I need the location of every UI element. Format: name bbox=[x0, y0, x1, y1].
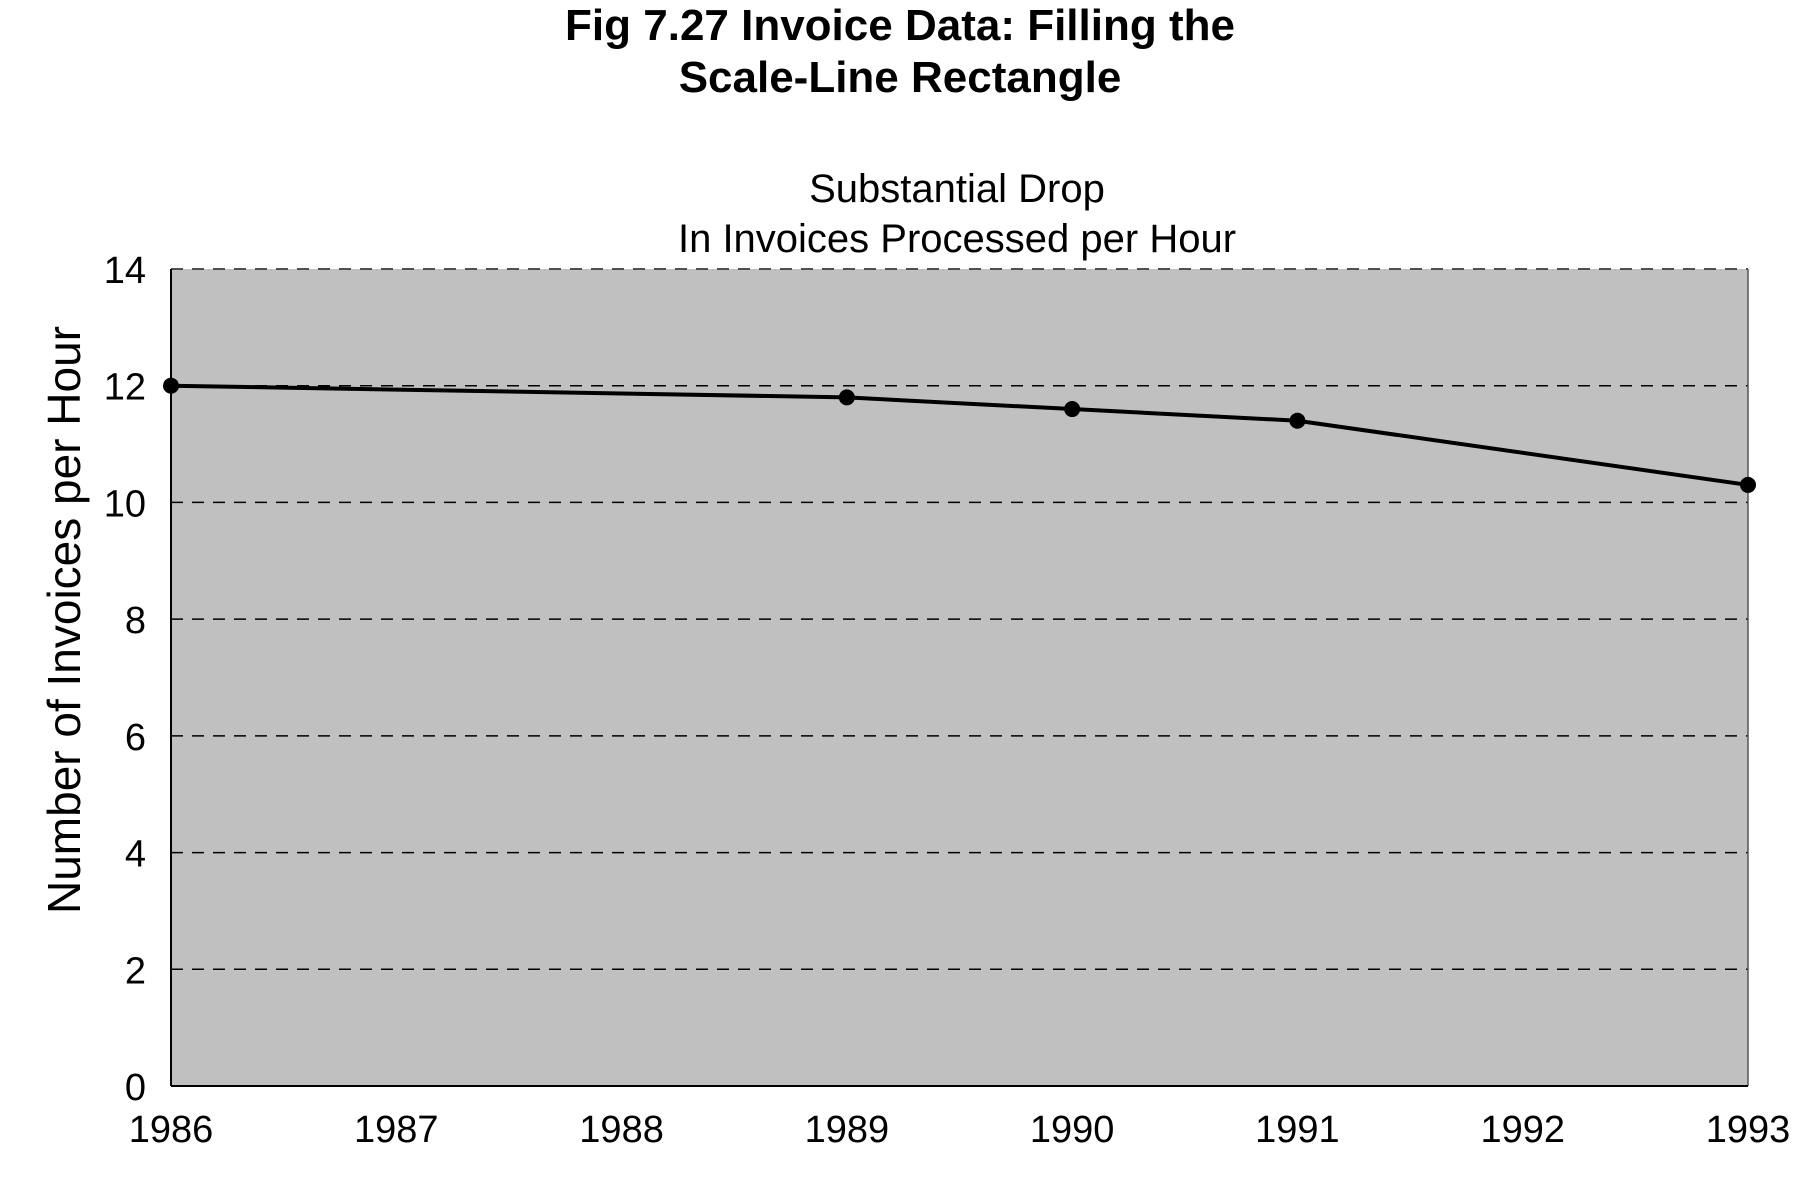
data-point-1990 bbox=[1064, 401, 1081, 418]
figure-title: Fig 7.27 Invoice Data: Filling the Scale… bbox=[0, 0, 1800, 104]
data-point-1993 bbox=[1740, 476, 1756, 493]
y-tick-label-12: 12 bbox=[104, 367, 146, 409]
y-axis-label: Number of Invoices per Hour bbox=[38, 326, 90, 914]
x-tick-label-1992: 1992 bbox=[1480, 1109, 1565, 1151]
figure-title-line-2: Scale-Line Rectangle bbox=[678, 53, 1122, 102]
y-tick-label-2: 2 bbox=[125, 950, 146, 992]
data-point-1991 bbox=[1289, 412, 1306, 429]
x-tick-label-1990: 1990 bbox=[1030, 1109, 1115, 1151]
data-point-1986 bbox=[163, 377, 179, 394]
y-tick-label-8: 8 bbox=[125, 600, 146, 642]
x-tick-label-1991: 1991 bbox=[1255, 1109, 1340, 1151]
y-tick-label-14: 14 bbox=[104, 250, 146, 292]
chart-title-line-1: Substantial Drop bbox=[809, 167, 1105, 211]
figure-title-line-1: Fig 7.27 Invoice Data: Filling the bbox=[565, 1, 1235, 50]
x-tick-label-1986: 1986 bbox=[129, 1109, 214, 1151]
x-tick-label-1987: 1987 bbox=[354, 1109, 439, 1151]
x-tick-label-1989: 1989 bbox=[805, 1109, 890, 1151]
data-point-1989 bbox=[838, 389, 855, 406]
plot-area: 0 2 4 6 8 10 12 14 1986 1987 1988 1989 1990 1991 1992 1… bbox=[104, 250, 1791, 1151]
x-tick-label-1993: 1993 bbox=[1706, 1109, 1791, 1151]
y-tick-label-4: 4 bbox=[125, 834, 146, 876]
y-tick-label-0: 0 bbox=[125, 1067, 146, 1109]
x-tick-label-1988: 1988 bbox=[579, 1109, 664, 1151]
chart-title-line-2: In Invoices Processed per Hour bbox=[678, 217, 1236, 261]
y-tick-label-10: 10 bbox=[104, 483, 146, 525]
y-tick-label-6: 6 bbox=[125, 717, 146, 759]
